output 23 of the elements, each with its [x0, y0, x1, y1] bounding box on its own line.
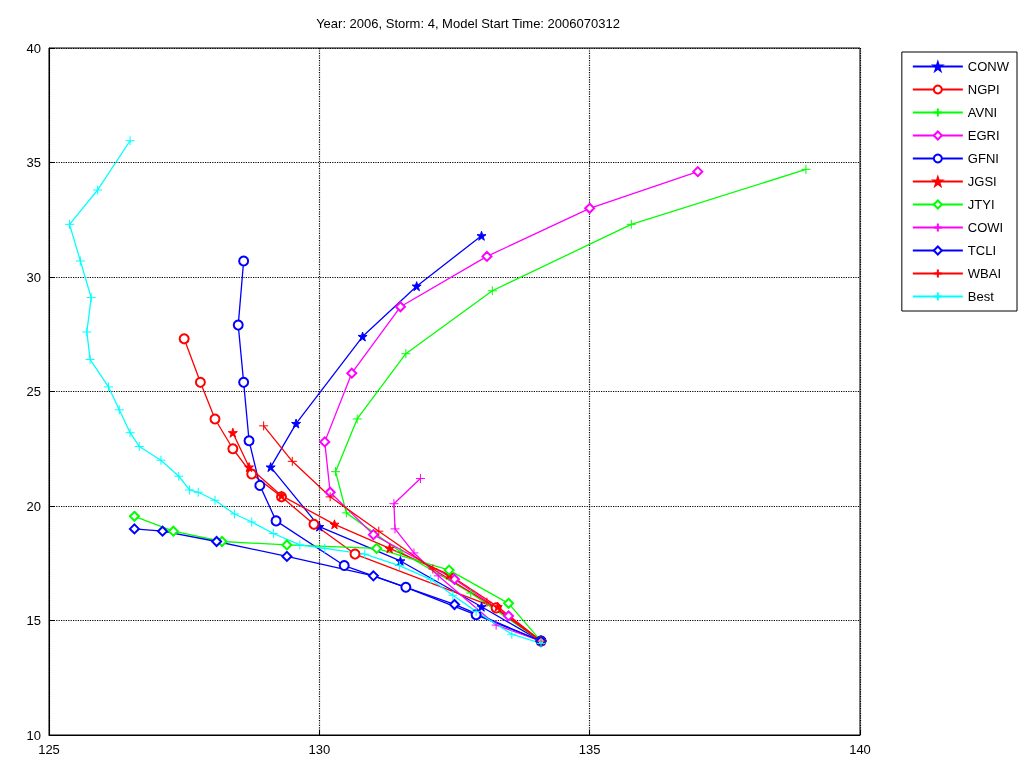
legend-label: WBAI	[967, 266, 1002, 281]
x-tick-label: 135	[578, 742, 601, 757]
y-tick-label: 30	[26, 269, 41, 285]
legend-label: COWI	[967, 220, 1004, 235]
legend-label: TCLI	[967, 243, 997, 258]
y-tick-label: 15	[26, 613, 41, 628]
legend-label: NGPI	[967, 82, 1000, 97]
y-tick-label: 25	[26, 384, 41, 399]
legend-label: JTYI	[967, 197, 995, 212]
legend-label: CONW	[967, 59, 1010, 74]
y-tick-label: 35	[26, 155, 41, 170]
x-tick-label: 140	[849, 742, 871, 757]
legend-label: GFNI	[967, 151, 999, 166]
y-tick-label: 10	[26, 727, 41, 743]
x-tick-label: 130	[308, 742, 331, 757]
y-tick-label: 40	[26, 40, 41, 56]
y-tick-label: 20	[26, 498, 41, 514]
legend-label: AVNI	[967, 105, 998, 120]
legend-label: EGRI	[967, 128, 1000, 143]
x-tick-label: 125	[38, 742, 60, 757]
legend-label: Best	[967, 289, 995, 304]
chart-title: Year: 2006, Storm: 4, Model Start Time: 2006070312	[316, 16, 620, 31]
legend-label: JGSI	[967, 174, 997, 189]
